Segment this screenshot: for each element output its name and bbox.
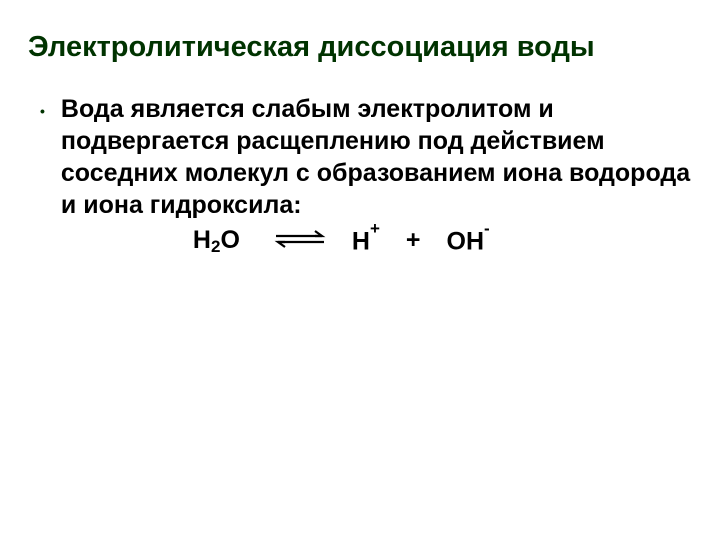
h-charge: + xyxy=(370,219,380,238)
bullet-marker: • xyxy=(40,103,45,119)
product-oh-minus: OH- xyxy=(447,225,490,256)
oh-ion: OH xyxy=(447,227,485,255)
oh-charge: - xyxy=(484,219,490,238)
slide-title: Электролитическая диссоциация воды xyxy=(28,30,692,65)
bullet-block: • Вода является слабым электролитом и по… xyxy=(28,93,692,256)
h-ion: H xyxy=(352,227,370,255)
equilibrium-arrow-icon xyxy=(272,228,328,257)
o-symbol: O xyxy=(220,226,239,255)
reactant-h2o: H2O xyxy=(193,226,240,255)
body-text: Вода является слабым электролитом и подв… xyxy=(61,93,692,221)
subscript-2: 2 xyxy=(211,237,220,257)
plus-sign: + xyxy=(406,226,421,255)
content-wrap: Вода является слабым электролитом и подв… xyxy=(61,93,692,256)
dissociation-equation: H2O H+ + OH- xyxy=(61,225,692,256)
h-symbol: H xyxy=(193,226,211,255)
product-h-plus: H+ xyxy=(352,225,380,256)
